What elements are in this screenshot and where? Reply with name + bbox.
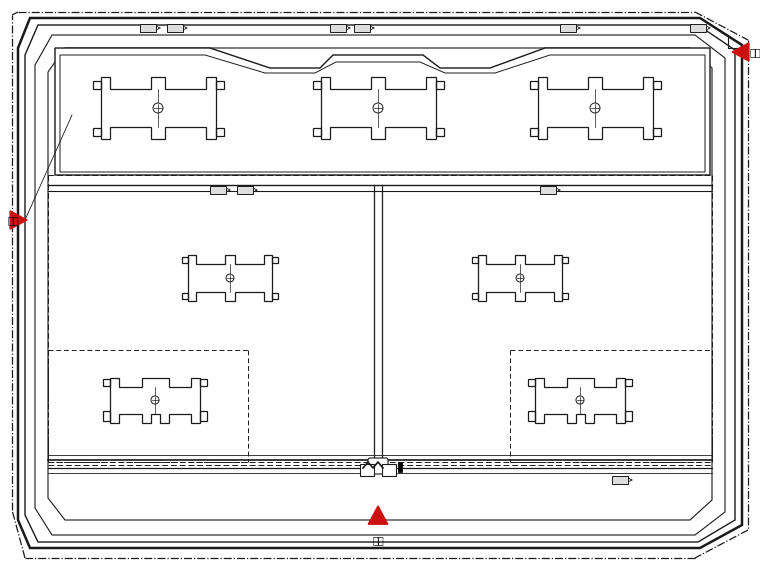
Polygon shape [55,48,710,175]
Circle shape [226,274,234,282]
Bar [140,24,156,32]
Polygon shape [368,506,388,524]
Bar [210,186,226,194]
Polygon shape [312,77,444,139]
FancyBboxPatch shape [368,458,388,474]
Circle shape [373,103,383,113]
Bar [237,186,253,194]
Circle shape [516,274,524,282]
Polygon shape [527,377,632,422]
Bar [360,464,374,476]
Bar [382,464,396,476]
Bar [330,24,346,32]
Polygon shape [48,48,712,520]
Bar [398,462,402,472]
Circle shape [576,396,584,404]
Text: 大门: 大门 [750,47,760,57]
Circle shape [590,103,600,113]
Circle shape [151,396,159,404]
Text: 大门: 大门 [8,215,20,225]
Polygon shape [732,43,749,61]
Polygon shape [182,255,278,301]
Bar [690,24,706,32]
Text: 大门: 大门 [372,535,384,545]
Polygon shape [93,77,223,139]
Bar [167,24,183,32]
Bar [560,24,576,32]
Polygon shape [472,255,568,301]
Bar [540,186,556,194]
Polygon shape [530,77,660,139]
Bar [354,24,370,32]
Polygon shape [103,377,207,422]
Polygon shape [10,211,27,229]
Bar [612,476,628,484]
Polygon shape [35,35,725,535]
Circle shape [153,103,163,113]
